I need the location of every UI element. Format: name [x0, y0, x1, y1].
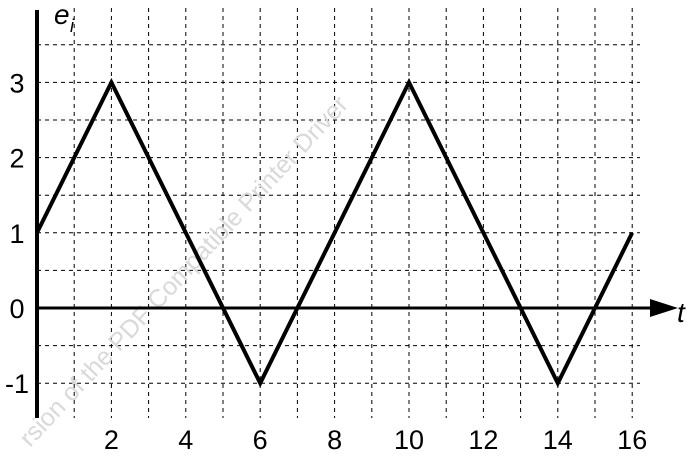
grid	[37, 8, 640, 418]
x-tick-label: 4	[178, 425, 193, 455]
y-tick-label: 1	[9, 219, 24, 249]
x-axis-label: t	[677, 297, 686, 328]
x-tick-label: 6	[253, 425, 268, 455]
x-axis-arrow	[650, 299, 678, 317]
x-tick-label: 14	[543, 425, 573, 455]
x-tick-label: 12	[468, 425, 498, 455]
y-axis-label: e	[54, 0, 70, 30]
watermark-text: rsion of the PDF Compatible Printer Driv…	[14, 91, 354, 453]
x-tick-label: 2	[104, 425, 119, 455]
y-tick-label: 3	[9, 68, 24, 98]
x-tick-label: 10	[394, 425, 424, 455]
y-tick-label: 2	[9, 144, 24, 174]
y-tick-label: -1	[5, 369, 29, 399]
series-line	[35, 77, 634, 388]
x-tick-label: 8	[327, 425, 342, 455]
x-tick-label: 16	[617, 425, 647, 455]
axes	[35, 10, 678, 418]
y-tick-label: 0	[9, 294, 24, 324]
y-axis-label-subscript: i	[70, 16, 75, 36]
